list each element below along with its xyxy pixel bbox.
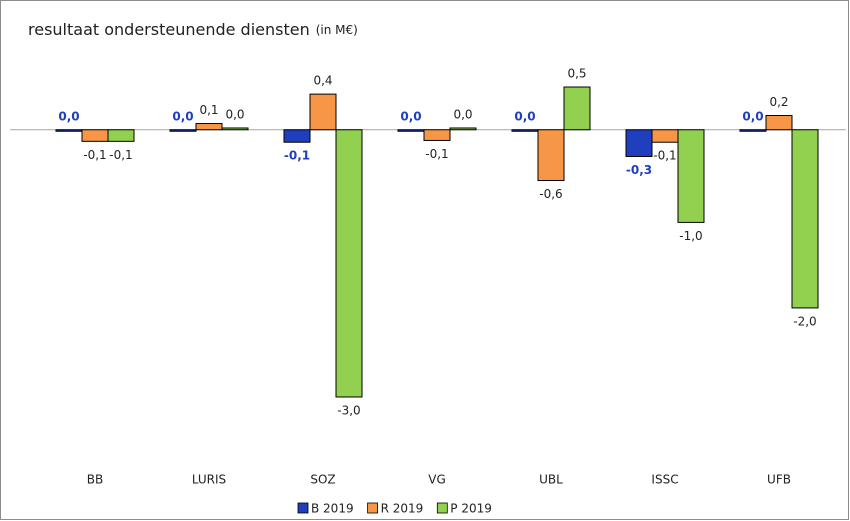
x-tick-label: SOZ (310, 473, 335, 487)
value-label: 0,4 (313, 74, 332, 88)
value-label: -1,0 (679, 229, 702, 243)
bar (397, 129, 425, 132)
value-label: 0,0 (742, 109, 763, 123)
bar (335, 129, 363, 398)
bar (283, 129, 311, 143)
value-label: 0,1 (199, 103, 218, 117)
value-label: 0,0 (453, 107, 472, 121)
value-label: -0,1 (83, 148, 106, 162)
legend-label: B 2019 (311, 502, 354, 516)
bar (511, 129, 539, 132)
bar (739, 129, 767, 132)
value-label: 0,0 (514, 109, 535, 123)
x-tick-label: UFB (767, 473, 791, 487)
legend: B 2019 R 2019 P 2019 (297, 502, 492, 516)
x-tick-label: ISSC (651, 473, 678, 487)
value-label: -0,1 (653, 149, 676, 163)
value-label: -0,6 (539, 187, 562, 201)
value-label: -0,3 (626, 163, 652, 177)
value-label: 0,0 (172, 109, 193, 123)
legend-swatch (297, 502, 309, 514)
bar (537, 129, 565, 182)
value-label: -2,0 (793, 314, 816, 328)
bar (81, 129, 109, 142)
value-label: -0,1 (109, 148, 132, 162)
bar (765, 115, 793, 131)
bar (677, 129, 705, 223)
bar (449, 127, 477, 131)
value-label: -0,1 (284, 149, 310, 163)
bar (651, 129, 679, 143)
legend-label: R 2019 (381, 502, 424, 516)
legend-swatch (436, 502, 448, 514)
bar (169, 129, 197, 132)
bar (309, 93, 337, 131)
x-tick-label: VG (428, 473, 446, 487)
legend-swatch (367, 502, 378, 514)
bar (791, 129, 819, 309)
value-label: -3,0 (337, 404, 360, 418)
value-label: 0,0 (58, 109, 79, 123)
bar (423, 129, 451, 141)
value-label: 0,0 (400, 109, 421, 123)
legend-label: P 2019 (450, 502, 492, 516)
bar (625, 129, 653, 157)
bar (195, 123, 223, 131)
chart-title: resultaat ondersteunende diensten (in M€) (28, 20, 358, 39)
value-label: 0,2 (769, 95, 788, 109)
bar (221, 127, 249, 131)
bar (563, 86, 591, 131)
x-tick-label: UBL (539, 473, 563, 487)
bar (107, 129, 135, 142)
value-label: -0,1 (425, 147, 448, 161)
value-label: 0,0 (225, 107, 244, 121)
title-unit: (in M€) (316, 23, 358, 37)
bar (55, 129, 83, 132)
title-main: resultaat ondersteunende diensten (28, 20, 310, 39)
value-label: 0,5 (567, 67, 586, 81)
x-tick-label: BB (87, 473, 103, 487)
x-tick-label: LURIS (192, 473, 226, 487)
